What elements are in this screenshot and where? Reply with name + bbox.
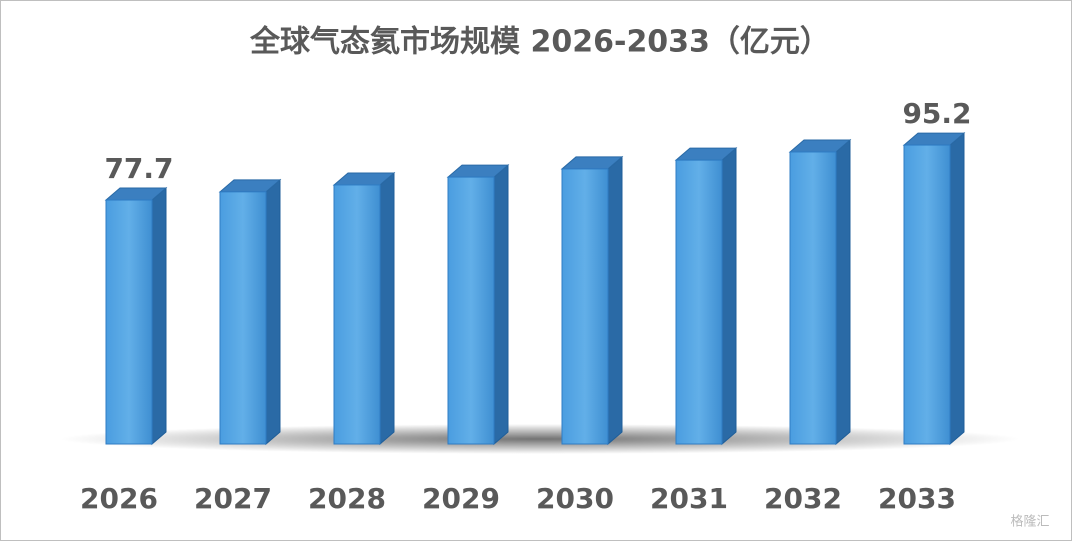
x-tick-label: 2033	[878, 482, 956, 515]
floor-shadow	[60, 424, 1020, 454]
bar-side	[151, 186, 167, 446]
bar-side	[493, 164, 509, 446]
data-label: 95.2	[902, 97, 971, 130]
chart-title: 全球气态氦市场规模 2026-2033（亿元）	[249, 25, 830, 60]
watermark: 格隆汇	[1010, 514, 1049, 530]
bar	[333, 184, 381, 445]
x-tick-label: 2026	[80, 482, 158, 515]
bar	[105, 199, 153, 445]
x-tick-label: 2028	[308, 482, 386, 515]
bar-side	[379, 171, 395, 446]
bar	[561, 168, 609, 445]
bar-side	[265, 178, 281, 446]
x-tick-label: 2029	[422, 482, 500, 515]
bar	[789, 151, 837, 445]
bar	[903, 144, 951, 445]
bar-side	[607, 155, 623, 446]
data-label: 77.7	[104, 152, 173, 185]
bar-side	[949, 131, 965, 446]
x-tick-label: 2027	[194, 482, 272, 515]
x-tick-label: 2032	[764, 482, 842, 515]
bar	[219, 191, 267, 445]
bar-side	[721, 147, 737, 446]
bar	[675, 159, 723, 445]
x-tick-label: 2030	[536, 482, 614, 515]
x-tick-label: 2031	[650, 482, 728, 515]
bar-side	[835, 138, 851, 446]
bar	[447, 176, 495, 445]
